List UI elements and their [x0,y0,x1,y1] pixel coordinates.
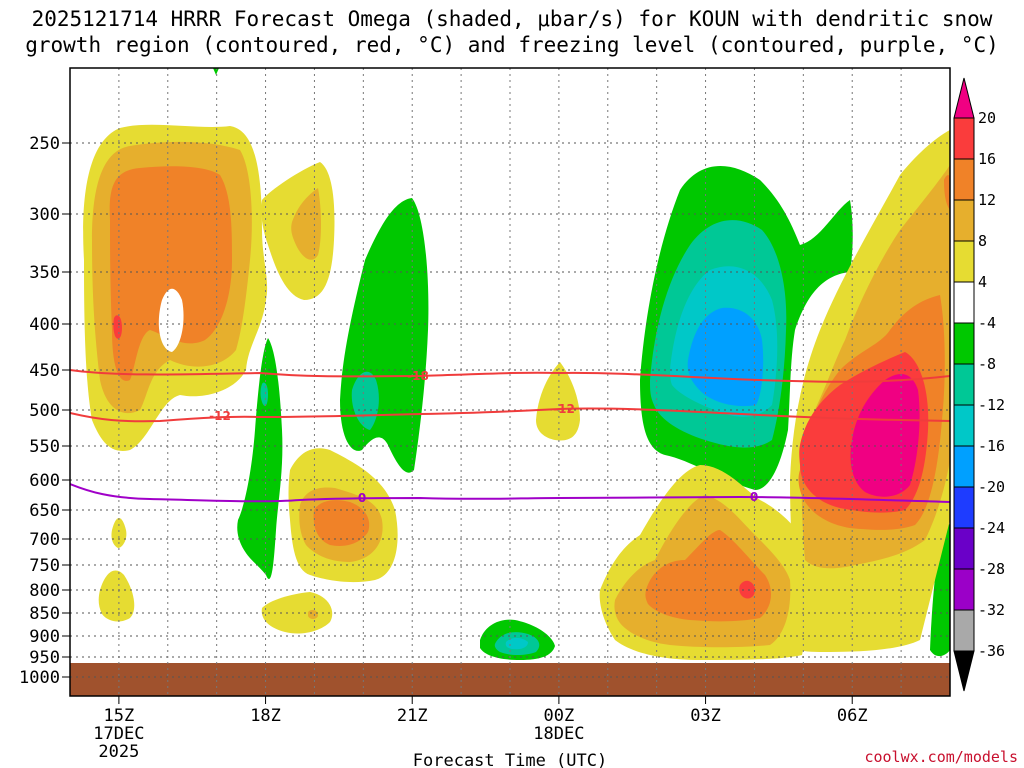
ascent-low-a [111,518,127,548]
contour-label-dgz-12: -12 [209,409,231,423]
descent-18z [237,338,283,579]
credit-text: coolwx.com/models [864,748,1018,766]
ascent-right-20 [850,374,920,497]
ascent-top-8 [291,188,321,260]
x-axis-label: Forecast Time (UTC) [413,751,607,768]
ascent-low-c2 [308,609,318,619]
descent-23z-16 [505,637,528,650]
y-tick-label: 750 [29,556,60,576]
ascent-low-b [98,570,135,622]
ascent-left-12 [109,166,232,381]
temperature-contours: -18 -12 -12 0 0 [70,369,950,505]
axes: 250 300 350 400 450 500 550 600 650 700 750 800 850 9… [19,134,868,762]
ascent-mid-12 [313,500,370,546]
y-tick-label: 800 [29,581,60,601]
x-tick-date: 18DEC [533,724,584,744]
colorbar-segment [953,445,975,488]
x-tick-date: 17DEC [93,724,144,744]
colorbar-top-triangle [953,77,975,119]
descent-03z-20 [687,307,764,407]
colorbar-segment [953,527,975,570]
y-tick-label: 1000 [19,668,60,688]
colorbar-label: -4 [978,314,996,332]
colorbar-segment [953,363,975,406]
colorbar-label: 16 [978,150,996,168]
y-tick-label: 250 [29,134,60,154]
ascent-03z-16 [739,580,756,599]
colorbar-label: -24 [978,519,1005,537]
y-tick-label: 700 [29,530,60,550]
ascent-03z-12 [645,530,772,622]
colorbar-segment [953,158,975,201]
colorbar-segment [953,486,975,529]
colorbar-segment [953,568,975,611]
colorbar-segment [953,609,975,652]
descent-far-right [930,522,950,657]
contour-freezing-0 [70,483,950,503]
ascent-left-hole [158,288,184,352]
descent-21z [340,198,429,473]
y-tick-label: 850 [29,604,60,624]
x-tick-label: 06Z [837,706,868,726]
y-tick-label: 400 [29,315,60,335]
y-tick-label: 450 [29,361,60,381]
title-line-2: growth region (contoured, red, °C) and f… [25,33,999,57]
contour-dgz-12 [70,407,950,423]
contour-label-freezing-0: 0 [358,491,366,505]
colorbar-segment [953,322,975,365]
x-tick-label: 21Z [397,706,428,726]
chart-title: 2025121714 HRRR Forecast Omega (shaded, … [0,6,1024,58]
x-tick-label: 03Z [690,706,721,726]
omega-field [70,68,950,696]
colorbar-label: -20 [978,478,1005,496]
ascent-corner-12 [944,175,950,210]
colorbar-segment [953,199,975,242]
colorbar-label: -28 [978,560,1005,578]
title-line-1: 2025121714 HRRR Forecast Omega (shaded, … [31,7,993,31]
x-tick-label: 15Z [104,706,135,726]
ascent-low-c [261,592,333,634]
colorbar-segment [953,117,975,160]
y-tick-label: 900 [29,627,60,647]
y-tick-label: 650 [29,501,60,521]
colorbar-label: 12 [978,191,996,209]
colorbar-label: -32 [978,601,1005,619]
colorbar-bottom-triangle [953,650,975,692]
ascent-00z [536,362,580,441]
colorbar-segment [953,404,975,447]
descent-sliver [213,68,219,75]
y-tick-label: 550 [29,437,60,457]
contour-label-freezing-0: 0 [750,490,758,504]
colorbar-label: -36 [978,642,1005,660]
descent-18z-teal [260,382,268,406]
colorbar-label: -16 [978,437,1005,455]
x-tick-year: 2025 [98,742,139,762]
colorbar-segment [953,281,975,324]
colorbar-label: 4 [978,273,987,291]
x-tick-label: 00Z [544,706,575,726]
contour-label-dgz-12: -12 [553,402,575,416]
y-tick-label: 350 [29,263,60,283]
colorbar-label: 20 [978,109,996,127]
colorbar-label: -12 [978,396,1005,414]
ascent-left-16 [113,315,122,339]
colorbar-label: -8 [978,355,996,373]
ground-fill [70,663,950,696]
x-tick-label: 18Z [250,706,281,726]
y-tick-label: 950 [29,648,60,668]
colorbar-segment [953,240,975,283]
colorbar-label: 8 [978,232,987,250]
y-tick-label: 600 [29,471,60,491]
colorbar: 20 16 12 8 4 -4 -8 -12 -16 -20 -24 -28 -32 -36 [953,77,1005,692]
plot-frame [69,67,951,697]
y-tick-label: 500 [29,401,60,421]
contour-dgz-18 [70,369,950,383]
y-tick-label: 300 [29,205,60,225]
contour-label-dgz-18: -18 [407,369,429,383]
